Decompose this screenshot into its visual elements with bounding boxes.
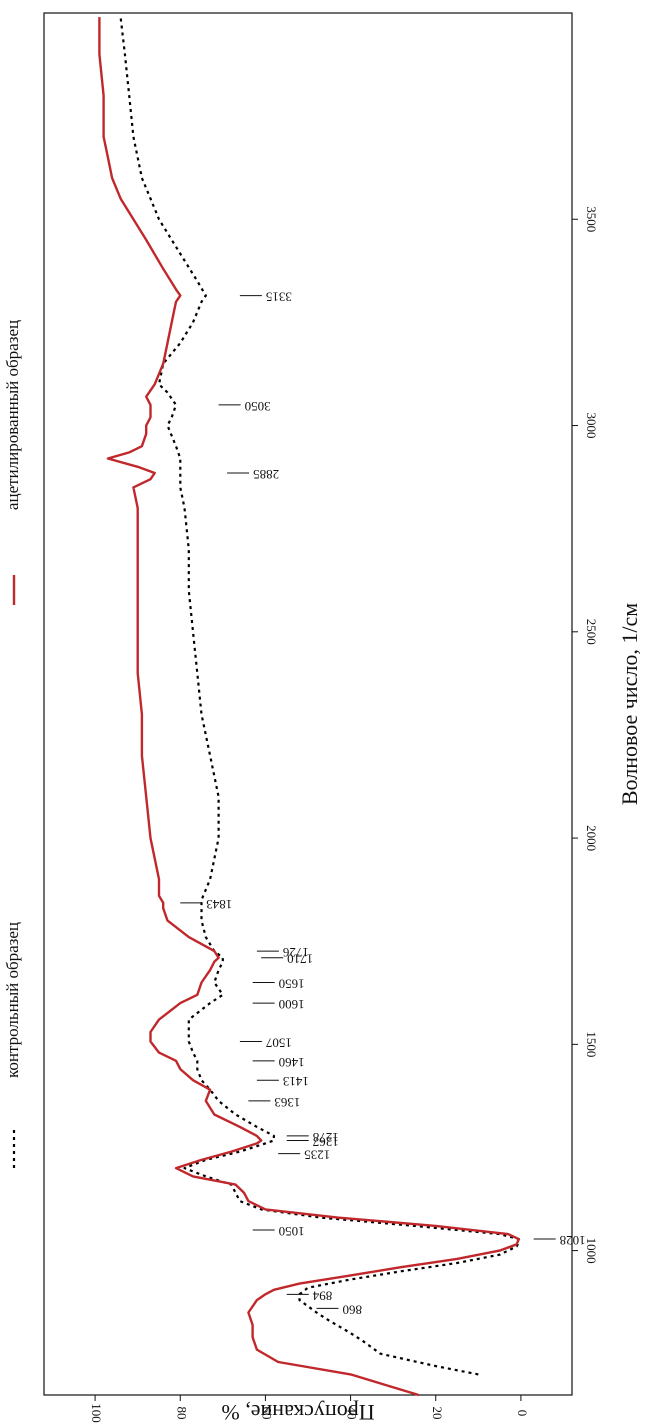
annotation-label: 894 (312, 1288, 332, 1303)
annotation-label: 3050 (245, 399, 271, 414)
y-tick-label: 20 (430, 1407, 445, 1420)
annotation-label: 1267 (312, 1134, 339, 1149)
annotation-label: 3315 (266, 290, 292, 305)
annotation-label: 1507 (265, 1035, 292, 1050)
annotation-label: 1650 (279, 976, 305, 991)
annotation-label: 1028 (560, 1233, 586, 1248)
y-tick-label: 60 (259, 1407, 274, 1420)
annotation-label: 1726 (282, 945, 309, 960)
y-tick-label: 80 (174, 1407, 189, 1420)
plot-frame (43, 12, 573, 1396)
annotation-label: 1600 (279, 997, 305, 1012)
x-axis-title: Волновое число, 1/см (617, 603, 642, 805)
y-axis-title: Пропускание, % (221, 1400, 374, 1423)
y-tick-label: 100 (89, 1403, 104, 1423)
annotation-label: 2885 (253, 467, 279, 482)
legend-label-0: контрольный образец (3, 922, 22, 1078)
annotation-label: 1413 (283, 1074, 309, 1089)
annotation-label: 1235 (304, 1148, 330, 1163)
annotation-label: 1710 (287, 952, 313, 967)
annotation-label: 1278 (313, 1130, 339, 1145)
legend-label-1: ацетилированный образец (3, 320, 22, 510)
x-tick-label: 3000 (584, 413, 599, 439)
series-line-1 (98, 17, 520, 1397)
annotation-label: 1843 (206, 897, 232, 912)
x-tick-label: 1000 (584, 1238, 599, 1264)
annotation-label: 1460 (279, 1055, 305, 1070)
y-tick-label: 0 (515, 1410, 530, 1417)
x-tick-label: 2000 (584, 825, 599, 851)
x-tick-label: 3500 (584, 206, 599, 232)
x-tick-label: 2500 (584, 619, 599, 645)
annotation-label: 1363 (274, 1095, 300, 1110)
annotation-label: 1050 (279, 1224, 305, 1239)
x-tick-label: 1500 (584, 1031, 599, 1057)
y-tick-label: 40 (345, 1407, 360, 1420)
annotation-label: 860 (343, 1302, 363, 1317)
